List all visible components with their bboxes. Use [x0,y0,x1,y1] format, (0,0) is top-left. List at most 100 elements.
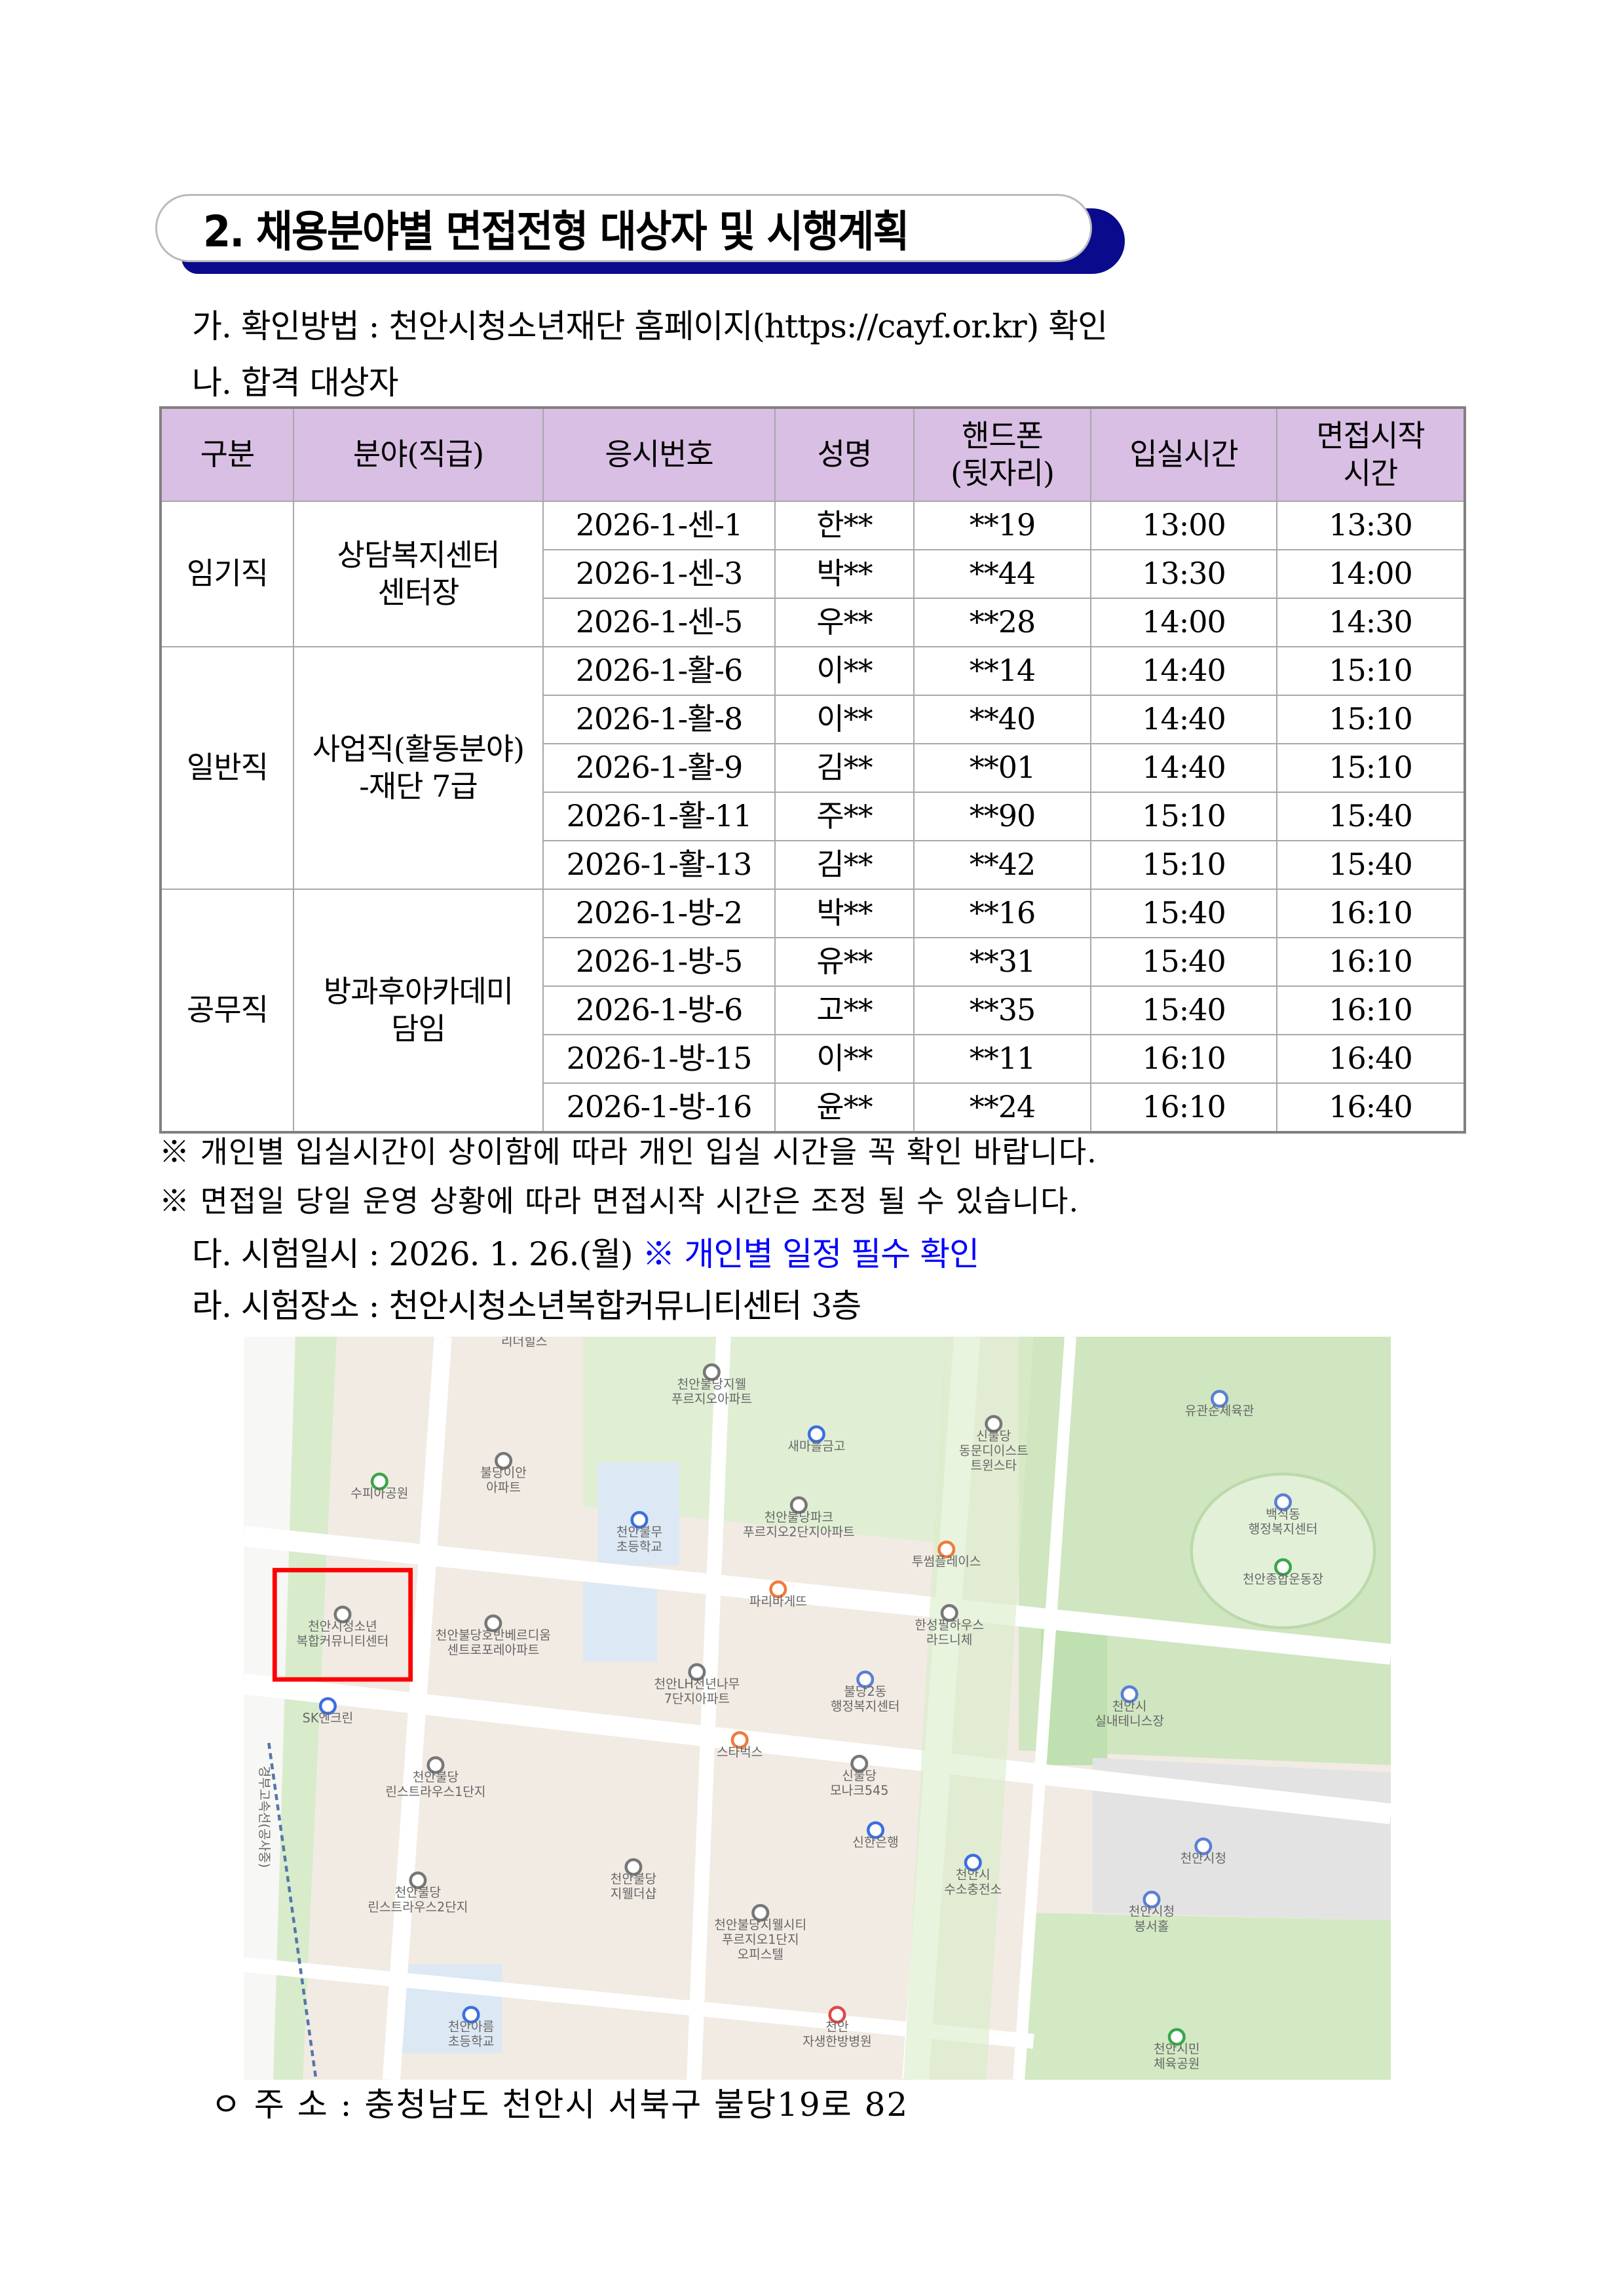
map-label-text: 천안불당 [413,1770,459,1785]
phone-cell: **28 [913,598,1091,647]
map-label-text: 체육공원 [1154,2056,1199,2071]
map-label-text: 봉서홀 [1135,1919,1169,1934]
map-label-text: 센트로포레아파트 [447,1643,539,1658]
map-label-text: 행정복지센터 [1249,1521,1318,1537]
cafe-icon [937,1540,956,1559]
building-icon [1211,1390,1229,1408]
phone-cell: **11 [913,1034,1091,1084]
map-label-text: 푸르지오2단지아파트 [743,1524,855,1539]
header-entry-time: 입실시간 [1090,407,1277,502]
map-label-text: 천안아름 [448,2019,494,2035]
map-label-text: 복합커뮤니티센터 [297,1634,389,1649]
exam-number-cell: 2026-1-활-9 [542,743,776,793]
map-label-text: 백석동 [1266,1506,1300,1521]
school-icon [462,2006,480,2024]
map-label-text: 천안시 [1112,1698,1147,1713]
phone-cell: **16 [913,889,1091,938]
note-entry-time: ※ 개인별 입실시간이 상이함에 따라 개인 입실 시간을 꼭 확인 바랍니다. [159,1134,1097,1170]
map-label-text: 아파트 [486,1480,521,1495]
table-row: 2026-1-방-5 유** **31 15:40 16:10 [161,937,1465,987]
header-category: 구분 [160,407,294,502]
exam-number-cell: 2026-1-활-6 [542,646,776,696]
map-label-text: 천안불당호반베르디움 [436,1628,551,1643]
phone-cell: **31 [913,937,1091,987]
entry-time-cell: 15:10 [1090,792,1277,841]
map-place-label: 천안시청소년복합커뮤니티센터 [297,1605,389,1649]
field-cell: 사업직(활동분야) -재단 7급 [293,646,544,890]
exam-number-cell: 2026-1-방-5 [542,937,776,987]
name-cell: 우** [774,598,915,647]
name-cell: 한** [774,501,915,550]
start-time-cell: 16:10 [1276,985,1465,1035]
apartment-icon [484,1614,502,1632]
field-cell: 방과후아카데미 담임 [293,889,544,1133]
name-cell: 고** [774,985,915,1035]
entry-time-cell: 15:40 [1090,937,1277,987]
name-cell: 주** [774,792,915,841]
map-stadium [1190,1472,1376,1630]
gas-station-icon [318,1697,337,1715]
exam-number-cell: 2026-1-방-16 [542,1082,776,1133]
map-label-text: 경부고속선(공사중) [257,1766,272,1868]
table-row: 공무직 방과후아카데미 담임 2026-1-방-2 박** **16 15:40 16:10 [160,889,1465,1133]
map-label-text: 스타벅스 [717,1744,763,1759]
exam-date-notice: ※ 개인별 일정 필수 확인 [642,1235,980,1273]
exam-number-cell: 2026-1-활-11 [542,792,776,841]
map-place-label: 리더힐스 [501,1337,547,1349]
map-place-label: 경부고속선(공사중) [257,1766,272,1868]
map-canvas: 리더힐스천안불당지웰푸르지오아파트새마을금고신불당동문디이스트트윈스타유관순체육… [244,1337,1391,2080]
table-row: 2026-1-활-13 김** **42 15:10 15:40 [161,840,1465,890]
building-icon [1120,1685,1139,1704]
start-time-cell: 13:30 [1276,501,1465,550]
phone-cell: **14 [913,646,1091,696]
map-label-text: 천안시청소년 [308,1619,377,1634]
map-label-text: 투썸플레이스 [912,1554,981,1569]
exam-number-cell: 2026-1-방-15 [542,1034,776,1084]
map-label-text: 천안불당지웰 [677,1377,747,1392]
entry-time-cell: 15:40 [1090,889,1277,938]
header-phone: 핸드폰 (뒷자리) [913,407,1091,502]
passers-heading: 나. 합격 대상자 [192,364,399,402]
map-green-corridor [903,1337,1034,2080]
header-phone-line2: (뒷자리) [951,455,1055,491]
map-label-text: 7단지아파트 [664,1691,730,1706]
map-label-text: 수소충전소 [944,1882,1002,1897]
map-left-green-strip [273,1337,337,2080]
category-cell: 임기직 [160,501,294,647]
park-icon [1274,1558,1293,1577]
map-label-text: 신불당 [842,1768,877,1783]
entry-time-cell: 14:40 [1090,695,1277,744]
map-label-text: 수피아공원 [350,1486,408,1501]
field-line: 담임 [391,1011,446,1046]
name-cell: 이** [774,646,915,696]
bakery-icon [769,1580,787,1599]
map-place-label: 투썸플레이스 [912,1540,981,1569]
map-label-text: 리더힐스 [501,1337,547,1349]
entry-time-cell: 16:10 [1090,1082,1277,1133]
exam-date: 다. 시험일시 : 2026. 1. 26.(월) [192,1235,633,1273]
map-railway [267,1742,318,2080]
exam-location-line: 라. 시험장소 : 천안시청소년복합커뮤니티센터 3층 [192,1287,861,1325]
start-time-cell: 15:10 [1276,743,1465,793]
entry-time-cell: 14:00 [1090,598,1277,647]
map-place-label: 유관순체육관 [1185,1390,1254,1418]
map-label-text: 천안 [825,2019,848,2035]
apartment-icon [789,1496,808,1514]
apartment-icon [850,1755,869,1773]
map-place-label: SK엔크린 [303,1697,353,1725]
field-line: 방과후아카데미 [323,973,514,1009]
map-place-label: 천안시청 [1180,1837,1226,1866]
header-exam-number: 응시번호 [542,407,776,502]
name-cell: 이** [774,1034,915,1084]
header-start-line1: 면접시작 [1316,417,1425,453]
start-time-cell: 16:40 [1276,1082,1465,1133]
map-label-text: 신한은행 [852,1835,898,1850]
